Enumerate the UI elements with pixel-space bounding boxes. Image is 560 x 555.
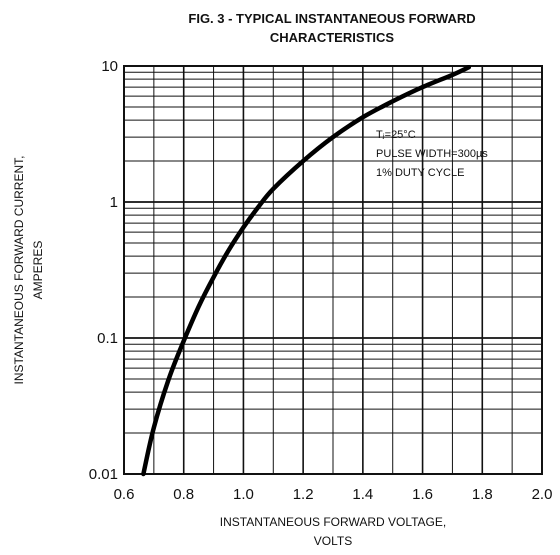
x-axis-label-line-2: VOLTS [314,534,352,548]
x-tick-label: 1.4 [352,486,373,503]
annotation-duty-cycle: 1% DUTY CYCLE [376,167,464,179]
x-axis-ticks: 0.6 0.8 1.0 1.2 1.4 1.6 1.8 2.0 [114,486,553,503]
x-axis-label-line-1: INSTANTANEOUS FORWARD VOLTAGE, [220,515,446,529]
annotation-junction-temp: Tⱼ=25°C [376,129,416,141]
x-tick-label: 0.6 [114,486,135,503]
y-axis-label-line-1: INSTANTANEOUS FORWARD CURRENT, [12,156,26,385]
y-axis-label-line-2: AMPERES [31,241,45,300]
x-tick-label: 2.0 [532,486,553,503]
y-tick-label: 0.1 [97,330,118,347]
x-tick-label: 0.8 [173,486,194,503]
y-tick-label: 1 [110,194,118,211]
chart-grid [123,65,543,475]
forward-current-curve [141,64,472,477]
x-tick-label: 1.0 [233,486,254,503]
x-tick-label: 1.6 [412,486,433,503]
chart-title-line-1: FIG. 3 - TYPICAL INSTANTANEOUS FORWARD [188,11,475,26]
plot-frame [123,65,543,475]
x-tick-label: 1.8 [472,486,493,503]
y-tick-label: 0.01 [89,466,118,483]
x-tick-label: 1.2 [293,486,314,503]
annotation-pulse-width: PULSE WIDTH=300µs [376,148,488,160]
chart-title-line-2: CHARACTERISTICS [270,30,395,45]
y-tick-label: 10 [101,58,118,75]
y-axis-ticks: 0.01 0.1 1 10 [89,58,118,483]
